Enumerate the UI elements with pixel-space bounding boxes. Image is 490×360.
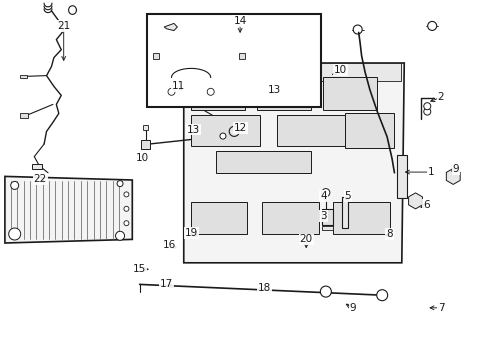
Bar	[187, 63, 401, 81]
Text: 6: 6	[423, 200, 430, 210]
Circle shape	[307, 27, 315, 35]
Bar	[147, 14, 321, 107]
Polygon shape	[164, 23, 177, 31]
Bar	[257, 77, 311, 110]
Bar	[322, 226, 333, 230]
Circle shape	[124, 221, 129, 226]
Bar	[191, 202, 247, 234]
Text: 8: 8	[386, 229, 393, 239]
Bar	[239, 53, 245, 59]
Bar	[20, 113, 28, 118]
Text: 16: 16	[162, 240, 176, 250]
Circle shape	[320, 286, 331, 297]
Text: 7: 7	[438, 303, 444, 313]
Bar	[277, 115, 345, 146]
Circle shape	[212, 17, 219, 24]
Circle shape	[428, 22, 437, 31]
Text: 14: 14	[233, 16, 247, 26]
Bar	[322, 209, 333, 225]
Text: 10: 10	[334, 65, 347, 75]
Circle shape	[117, 181, 123, 186]
Text: 9: 9	[349, 303, 356, 313]
Bar	[345, 113, 394, 148]
Circle shape	[9, 228, 21, 240]
Circle shape	[124, 192, 129, 197]
Bar	[32, 164, 42, 169]
Polygon shape	[5, 176, 132, 243]
Circle shape	[229, 126, 239, 136]
Text: 11: 11	[172, 81, 186, 91]
Text: 12: 12	[233, 123, 247, 133]
Bar	[216, 151, 311, 173]
Text: 9: 9	[452, 164, 459, 174]
Circle shape	[242, 17, 248, 24]
Text: 22: 22	[33, 174, 47, 184]
Text: 18: 18	[258, 283, 271, 293]
Bar	[323, 77, 377, 110]
Circle shape	[274, 94, 280, 99]
Bar	[262, 202, 318, 234]
Text: 1: 1	[428, 167, 435, 177]
Bar	[143, 125, 148, 130]
Text: 20: 20	[300, 234, 313, 244]
Polygon shape	[184, 63, 404, 263]
Text: 21: 21	[57, 21, 71, 31]
Circle shape	[353, 25, 362, 34]
Text: 10: 10	[136, 153, 148, 163]
Circle shape	[377, 290, 388, 301]
Text: 4: 4	[320, 191, 327, 201]
Circle shape	[168, 88, 175, 95]
Bar	[304, 41, 318, 56]
Text: 13: 13	[268, 85, 281, 95]
Text: 15: 15	[133, 264, 147, 274]
Circle shape	[424, 103, 431, 110]
Text: 3: 3	[320, 211, 327, 221]
Circle shape	[448, 171, 459, 182]
Bar	[397, 155, 407, 198]
Bar	[20, 75, 27, 78]
Circle shape	[207, 88, 214, 95]
Circle shape	[11, 181, 19, 189]
Circle shape	[177, 94, 184, 102]
Circle shape	[410, 195, 421, 206]
Text: 5: 5	[344, 191, 351, 201]
Circle shape	[424, 108, 431, 115]
Bar	[342, 197, 348, 228]
Bar	[153, 53, 159, 59]
Text: 17: 17	[160, 279, 173, 289]
Circle shape	[220, 133, 226, 139]
Circle shape	[124, 206, 129, 211]
Text: 13: 13	[187, 125, 200, 135]
Circle shape	[116, 231, 124, 240]
Bar	[333, 202, 390, 234]
Circle shape	[322, 189, 330, 197]
Bar	[191, 115, 260, 146]
Bar	[191, 77, 245, 110]
Text: 2: 2	[438, 92, 444, 102]
Text: 19: 19	[184, 228, 198, 238]
Bar	[141, 140, 150, 149]
